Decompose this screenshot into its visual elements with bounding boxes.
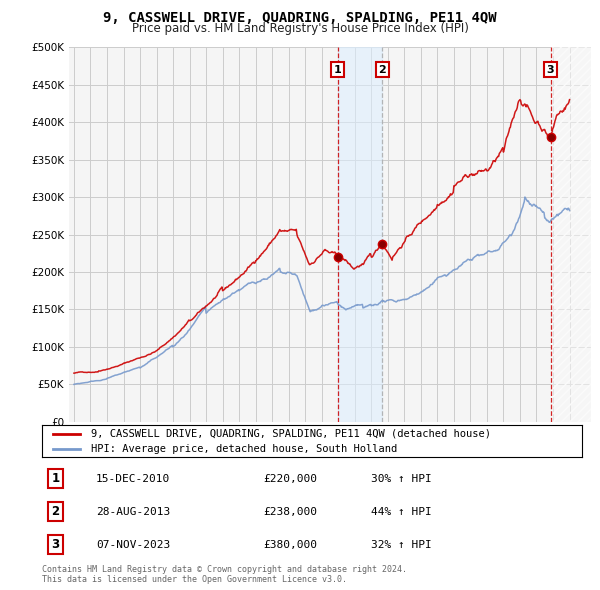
Text: 3: 3 [547,65,554,75]
Text: HPI: Average price, detached house, South Holland: HPI: Average price, detached house, Sout… [91,444,397,454]
Text: 9, CASSWELL DRIVE, QUADRING, SPALDING, PE11 4QW (detached house): 9, CASSWELL DRIVE, QUADRING, SPALDING, P… [91,429,491,439]
Text: 32% ↑ HPI: 32% ↑ HPI [371,540,432,550]
Text: 07-NOV-2023: 07-NOV-2023 [96,540,170,550]
Text: 1: 1 [52,472,59,486]
Text: Price paid vs. HM Land Registry's House Price Index (HPI): Price paid vs. HM Land Registry's House … [131,22,469,35]
Bar [551,47,591,422]
Text: 30% ↑ HPI: 30% ↑ HPI [371,474,432,484]
Bar [338,47,382,422]
Text: Contains HM Land Registry data © Crown copyright and database right 2024.: Contains HM Land Registry data © Crown c… [42,565,407,574]
Text: This data is licensed under the Open Government Licence v3.0.: This data is licensed under the Open Gov… [42,575,347,584]
Text: 3: 3 [52,538,59,552]
Text: 2: 2 [52,505,59,519]
Text: 28-AUG-2013: 28-AUG-2013 [96,507,170,517]
Text: £220,000: £220,000 [263,474,317,484]
Text: 2: 2 [379,65,386,75]
Text: 9, CASSWELL DRIVE, QUADRING, SPALDING, PE11 4QW: 9, CASSWELL DRIVE, QUADRING, SPALDING, P… [103,11,497,25]
Text: 15-DEC-2010: 15-DEC-2010 [96,474,170,484]
Text: 44% ↑ HPI: 44% ↑ HPI [371,507,432,517]
Text: £238,000: £238,000 [263,507,317,517]
Text: 1: 1 [334,65,341,75]
Bar [551,47,591,422]
Text: £380,000: £380,000 [263,540,317,550]
